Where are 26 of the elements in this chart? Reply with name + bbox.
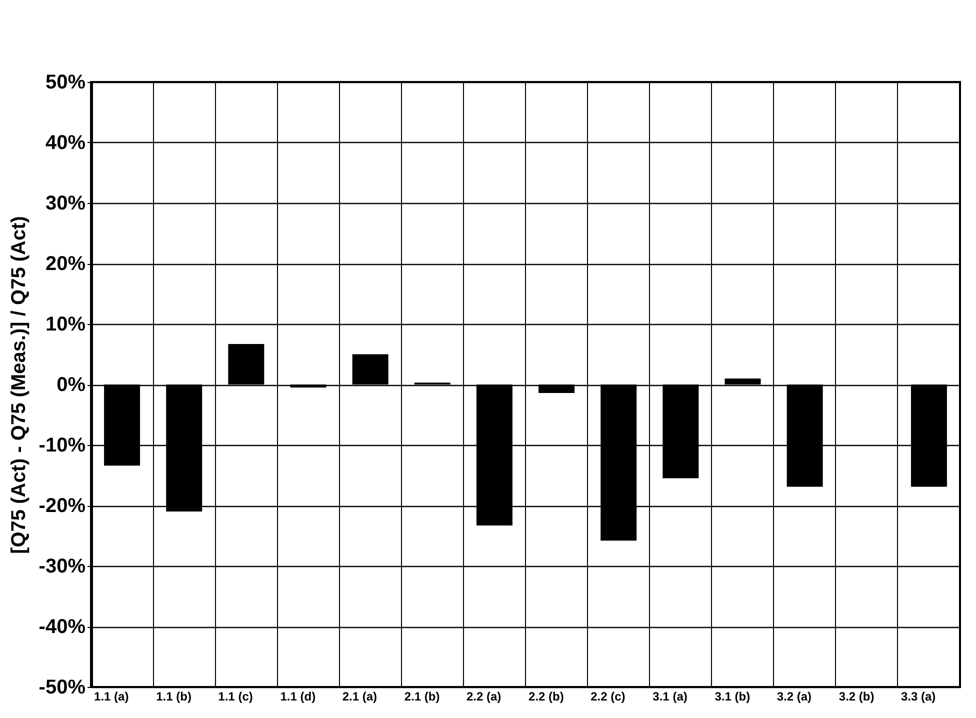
x-tick-label: 3.3 (a) bbox=[900, 690, 936, 704]
y-tick-label: -50% bbox=[38, 676, 86, 698]
y-tick-label: -10% bbox=[38, 434, 86, 456]
x-tick-label: 2.2 (a) bbox=[466, 690, 502, 704]
x-tick-label: 1.1 (c) bbox=[218, 690, 253, 704]
y-tick-label: 0% bbox=[56, 374, 86, 396]
y-tick-label: 20% bbox=[45, 253, 86, 275]
y-tick-label: -20% bbox=[38, 495, 86, 517]
x-tick-label: 1.1 (b) bbox=[156, 690, 192, 704]
x-tick-label: 2.2 (c) bbox=[590, 690, 626, 704]
x-tick-label: 2.1 (a) bbox=[342, 690, 378, 704]
y-tick-label: 10% bbox=[45, 314, 86, 336]
x-tick-label: 1.1 (a) bbox=[94, 690, 129, 704]
y-tick-label: 40% bbox=[45, 132, 86, 154]
x-tick-label: 2.2 (b) bbox=[528, 690, 564, 704]
x-tick-label: 3.1 (a) bbox=[652, 690, 688, 704]
x-tick-label: 3.2 (b) bbox=[838, 690, 874, 704]
x-tick-label: 3.1 (b) bbox=[714, 690, 750, 704]
y-tick-label: -30% bbox=[38, 556, 86, 578]
y-tick-label: -40% bbox=[38, 616, 86, 638]
x-tick-label: 2.1 (b) bbox=[404, 690, 440, 704]
x-tick-label: 1.1 (d) bbox=[280, 690, 316, 704]
x-tick-label: 3.2 (a) bbox=[776, 690, 812, 704]
y-axis-title: [Q75 (Act) - Q75 (Meas.)] / Q75 (Act) bbox=[8, 216, 30, 554]
y-tick-label: 50% bbox=[45, 72, 86, 94]
y-tick-label: 30% bbox=[45, 192, 86, 214]
